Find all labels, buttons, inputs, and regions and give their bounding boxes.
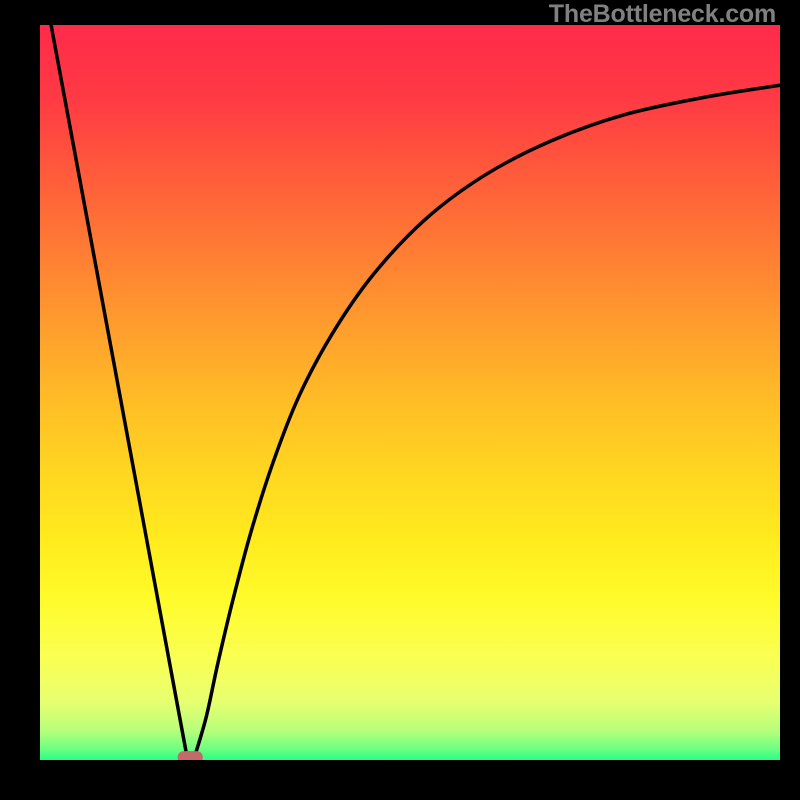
border-left (0, 0, 40, 800)
optimum-marker (178, 751, 203, 760)
plot-area (40, 25, 780, 760)
border-right (780, 0, 800, 800)
gradient-background (40, 25, 780, 760)
watermark-text: TheBottleneck.com (549, 0, 776, 29)
border-bottom (0, 760, 800, 800)
chart-frame: TheBottleneck.com (0, 0, 800, 800)
plot-svg (40, 25, 780, 760)
